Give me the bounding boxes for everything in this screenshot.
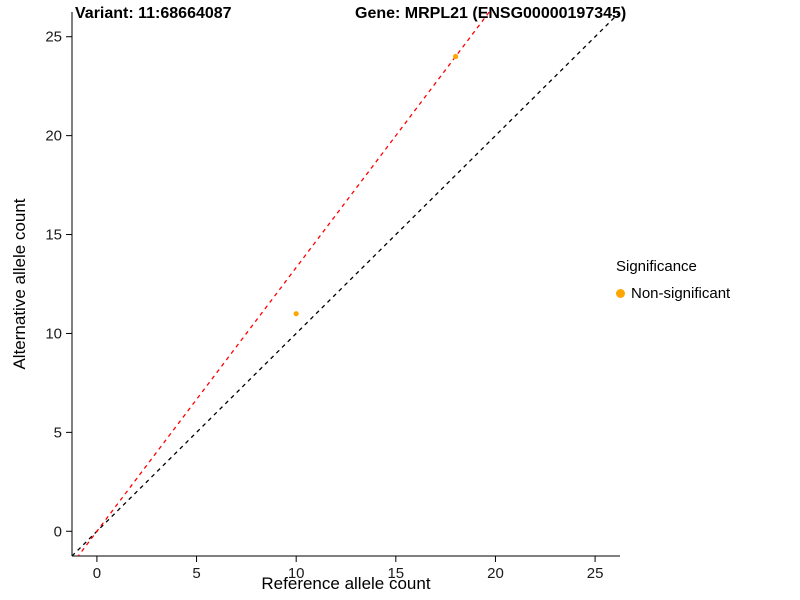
x-tick-label: 15 [387,565,404,582]
fitted-ratio-line [77,12,491,556]
x-axis-title: Reference allele count [261,574,431,593]
legend-point-icon [616,289,625,298]
y-tick-label: 5 [54,424,62,441]
legend-item: Non-significant [616,285,730,302]
legend-title: Significance [616,258,697,275]
x-tick-label: 10 [288,565,305,582]
data-point [453,53,459,60]
y-tick-label: 0 [54,523,62,540]
y-tick-label: 20 [45,128,62,145]
y-tick-label: 15 [45,227,62,244]
identity-line [72,12,620,556]
x-tick-label: 0 [93,565,101,582]
y-tick-label: 10 [45,325,62,342]
y-tick-label: 25 [45,29,62,46]
legend-item-label: Non-significant [631,285,731,302]
variant-title: Variant: 11:68664087 [75,5,232,22]
data-point [293,311,299,317]
x-tick-label: 20 [487,565,504,582]
x-tick-label: 25 [587,565,604,582]
gene-title: Gene: MRPL21 (ENSG00000197345) [355,5,627,22]
x-tick-label: 5 [192,565,200,582]
legend: Significance Non-significant [616,258,730,302]
